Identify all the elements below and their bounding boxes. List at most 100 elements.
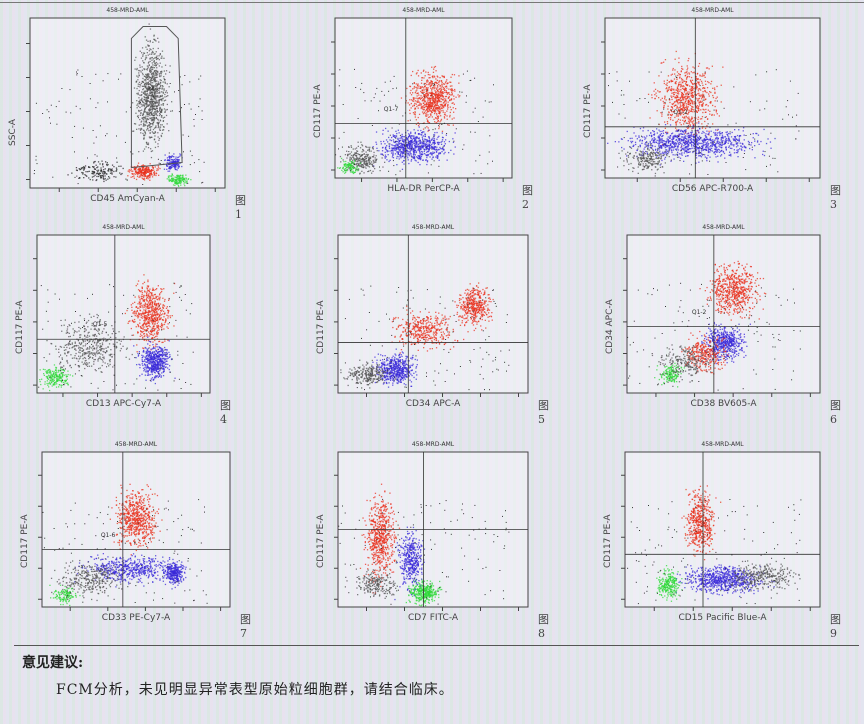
event-cluster — [699, 260, 767, 321]
y-axis-label: CD117 PE-A — [603, 514, 613, 569]
y-axis-label: CD117 PE-A — [15, 299, 25, 354]
background-events — [42, 499, 208, 604]
figure-label: 图4 — [220, 399, 231, 426]
y-axis-label: CD117 PE-A — [313, 84, 323, 138]
plot-frame — [337, 234, 529, 394]
plot-title: 458-MRD-AML — [411, 224, 455, 231]
event-cluster — [46, 313, 133, 377]
event-cluster — [647, 50, 724, 148]
background-events — [344, 285, 510, 391]
event-cluster — [124, 274, 176, 353]
event-cluster — [356, 566, 398, 599]
x-axis-label: CD34 APC-A — [405, 399, 461, 409]
event-cluster — [67, 160, 128, 183]
plot-title: 458-MRD-AML — [106, 7, 149, 14]
x-axis-label: CD15 Pacific Blue-A — [678, 613, 767, 623]
plot-title: 458-MRD-AML — [702, 224, 745, 231]
event-cluster — [359, 483, 401, 594]
figure-label: 图3 — [830, 184, 841, 211]
background-events — [338, 498, 510, 605]
gate-label: Q1-2 — [673, 108, 688, 116]
event-cluster — [720, 560, 801, 595]
conclusion-text: FCM分析，未见明显异常表型原始粒细胞群，请结合临床。 — [56, 682, 454, 698]
figure-label: 图5 — [538, 399, 549, 426]
event-cluster — [648, 344, 714, 383]
background-events — [627, 499, 802, 605]
event-cluster — [337, 157, 362, 175]
event-cluster — [681, 485, 722, 561]
plot-title: 458-MRD-AML — [691, 7, 734, 14]
dot-plot-4: 458-MRD-AML CD13 APC-Cy7-A CD117 PE-A 图4 Q1-… — [15, 224, 231, 426]
event-cluster — [405, 579, 443, 607]
gate-label: Q1-7 — [383, 105, 399, 113]
plot-title: 458-MRD-AML — [701, 441, 744, 448]
plot-area — [26, 17, 226, 192]
y-axis-label: CD117 PE-A — [316, 514, 326, 569]
gate-label: Q1-5 — [92, 321, 108, 329]
x-axis-label: CD38 BV605-A — [690, 399, 757, 409]
plot-area — [33, 234, 211, 397]
dot-plot-9: 458-MRD-AML CD15 Pacific Blue-A CD117 PE-A… — [603, 441, 841, 640]
dot-plot-3: 458-MRD-AML CD56 APC-R700-A CD117 PE-A 图3 Q1… — [583, 7, 841, 211]
plot-frame — [36, 234, 211, 394]
plot-frame — [334, 17, 513, 179]
event-cluster — [166, 173, 192, 187]
y-axis-label: SSC-A — [8, 118, 18, 146]
y-axis-label: CD117 PE-A — [316, 299, 326, 354]
plot-area — [334, 451, 529, 611]
event-cluster — [656, 565, 683, 602]
plot-frame — [604, 17, 821, 179]
event-cluster — [127, 162, 161, 181]
x-axis-label: CD56 APC-R700-A — [671, 184, 754, 194]
event-cluster — [49, 584, 81, 607]
event-cluster — [681, 330, 729, 375]
x-axis-label: CD7 FITC-A — [407, 613, 459, 623]
plot-frame — [29, 17, 226, 189]
x-axis-label: CD45 AmCyan-A — [90, 194, 165, 204]
y-axis-label: CD117 PE-A — [583, 84, 593, 138]
event-cluster — [370, 348, 418, 388]
dot-plot-5: 458-MRD-AML CD34 APC-A CD117 PE-A 图5 — [316, 224, 549, 426]
plot-area — [331, 17, 513, 182]
plot-area — [623, 234, 821, 397]
conclusion-heading: 意见建议: — [22, 655, 84, 671]
plot-area — [38, 451, 231, 611]
event-cluster — [400, 65, 461, 132]
event-cluster — [607, 122, 776, 166]
dot-plot-7: 458-MRD-AML CD33 PE-Cy7-A CD117 PE-A 图7 Q1-6 — [20, 441, 251, 640]
figure-label: 图9 — [830, 613, 841, 640]
gate-polygon — [130, 26, 183, 169]
gate-label: Q1-6 — [100, 531, 116, 539]
figure-label: 图8 — [538, 613, 549, 640]
plot-frame — [626, 234, 821, 394]
x-axis-label: CD33 PE-Cy7-A — [101, 613, 171, 623]
background-events — [335, 68, 494, 176]
section-divider — [14, 645, 859, 646]
y-axis-label: CD117 PE-A — [20, 514, 30, 569]
plot-area — [334, 234, 529, 397]
plot-title: 458-MRD-AML — [102, 224, 145, 231]
plot-area — [621, 451, 821, 611]
gate-label: Q1-2 — [691, 308, 707, 316]
plot-title: 458-MRD-AML — [411, 441, 455, 448]
figure-label: 图6 — [830, 399, 841, 426]
figure-label: 图1 — [235, 194, 246, 221]
event-cluster — [39, 364, 74, 392]
dot-plot-1: 458-MRD-AML CD45 AmCyan-A SSC-A 图1 P4 — [8, 7, 246, 221]
dot-plot-8: 458-MRD-AML CD7 FITC-A CD117 PE-A 图8 — [316, 441, 549, 640]
x-axis-label: HLA-DR PerCP-A — [387, 184, 460, 194]
x-axis-label: CD13 APC-Cy7-A — [85, 399, 162, 409]
plot-area — [601, 17, 821, 182]
dot-plot-6: 458-MRD-AML CD38 BV605-A CD34 APC-A 图6 Q1-2 — [605, 224, 841, 426]
figure-label: 图7 — [240, 613, 251, 640]
top-divider — [0, 2, 864, 3]
plot-title: 458-MRD-AML — [402, 7, 445, 14]
background-events — [33, 69, 205, 185]
plot-title: 458-MRD-AML — [114, 441, 158, 448]
figure-label: 图2 — [522, 184, 533, 211]
event-cluster — [675, 564, 775, 600]
event-cluster — [109, 483, 163, 556]
event-cluster — [623, 142, 679, 177]
event-cluster — [340, 359, 397, 389]
background-events — [627, 282, 801, 391]
